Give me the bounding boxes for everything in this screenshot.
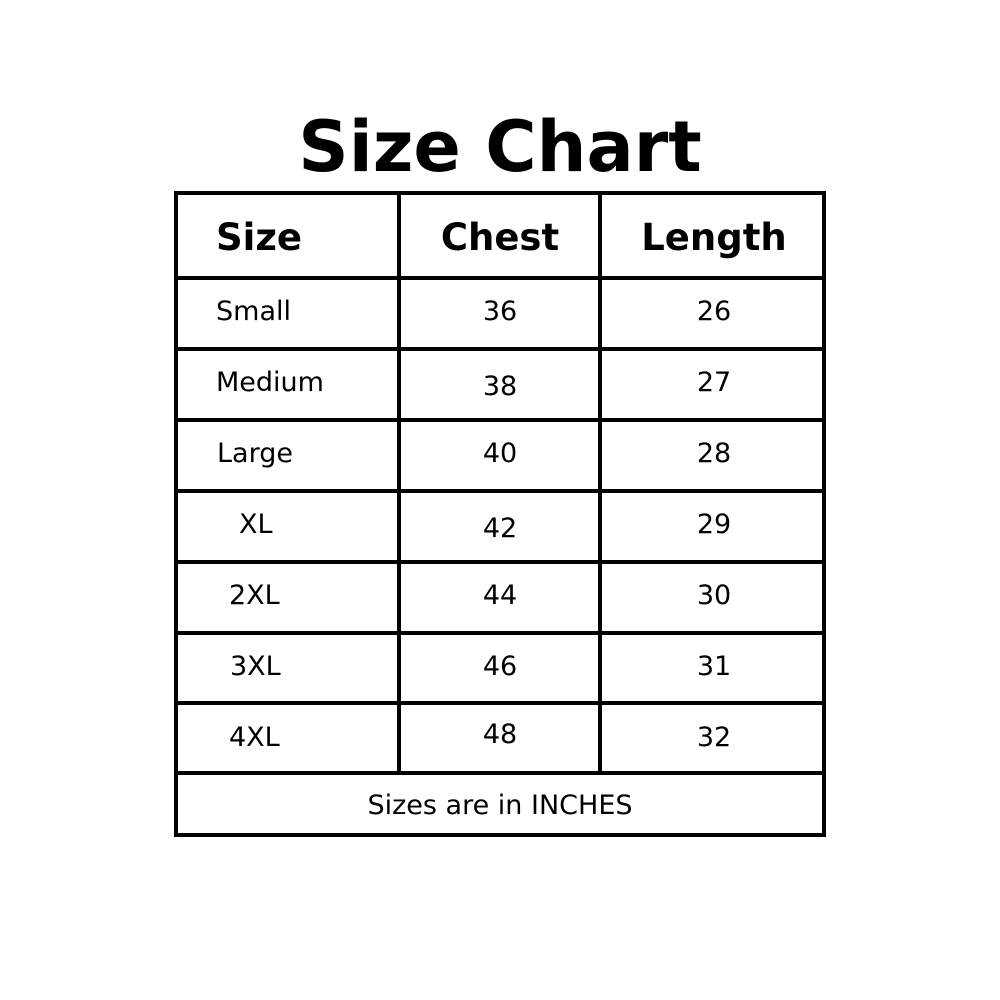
row-divider (178, 771, 822, 775)
length-cell: 32 (696, 722, 732, 753)
length-cell: 30 (696, 580, 732, 611)
row-divider (178, 701, 822, 705)
units-note: Sizes are in INCHES (367, 790, 633, 821)
length-cell: 27 (696, 367, 732, 398)
row-divider (178, 418, 822, 422)
chest-cell: 40 (482, 438, 518, 469)
page-title: Size Chart (298, 106, 702, 188)
length-cell: 31 (696, 651, 732, 682)
length-cell: 26 (696, 296, 732, 327)
size-cell: 2XL (229, 580, 280, 611)
size-cell: Medium (216, 367, 324, 398)
row-divider (178, 560, 822, 564)
size-cell: XL (239, 509, 273, 540)
row-divider (178, 631, 822, 635)
chest-cell: 46 (482, 651, 518, 682)
chest-cell: 36 (482, 296, 518, 327)
header-size: Size (216, 216, 302, 259)
column-divider (598, 195, 602, 773)
header-chest: Chest (440, 216, 560, 259)
chest-cell: 38 (482, 371, 518, 402)
chest-cell: 44 (482, 580, 518, 611)
length-cell: 28 (696, 438, 732, 469)
row-divider (178, 489, 822, 493)
row-divider (178, 347, 822, 351)
size-cell: 3XL (230, 651, 281, 682)
size-chart-table: Size Chest Length Small 36 26 Medium 38 … (174, 191, 826, 837)
chest-cell: 48 (482, 719, 518, 750)
size-cell: 4XL (229, 722, 280, 753)
row-divider (178, 276, 822, 280)
size-cell: Small (216, 296, 291, 327)
chest-cell: 42 (482, 513, 518, 544)
column-divider (397, 195, 401, 773)
header-length: Length (641, 216, 787, 259)
size-cell: Large (217, 438, 293, 469)
length-cell: 29 (696, 509, 732, 540)
